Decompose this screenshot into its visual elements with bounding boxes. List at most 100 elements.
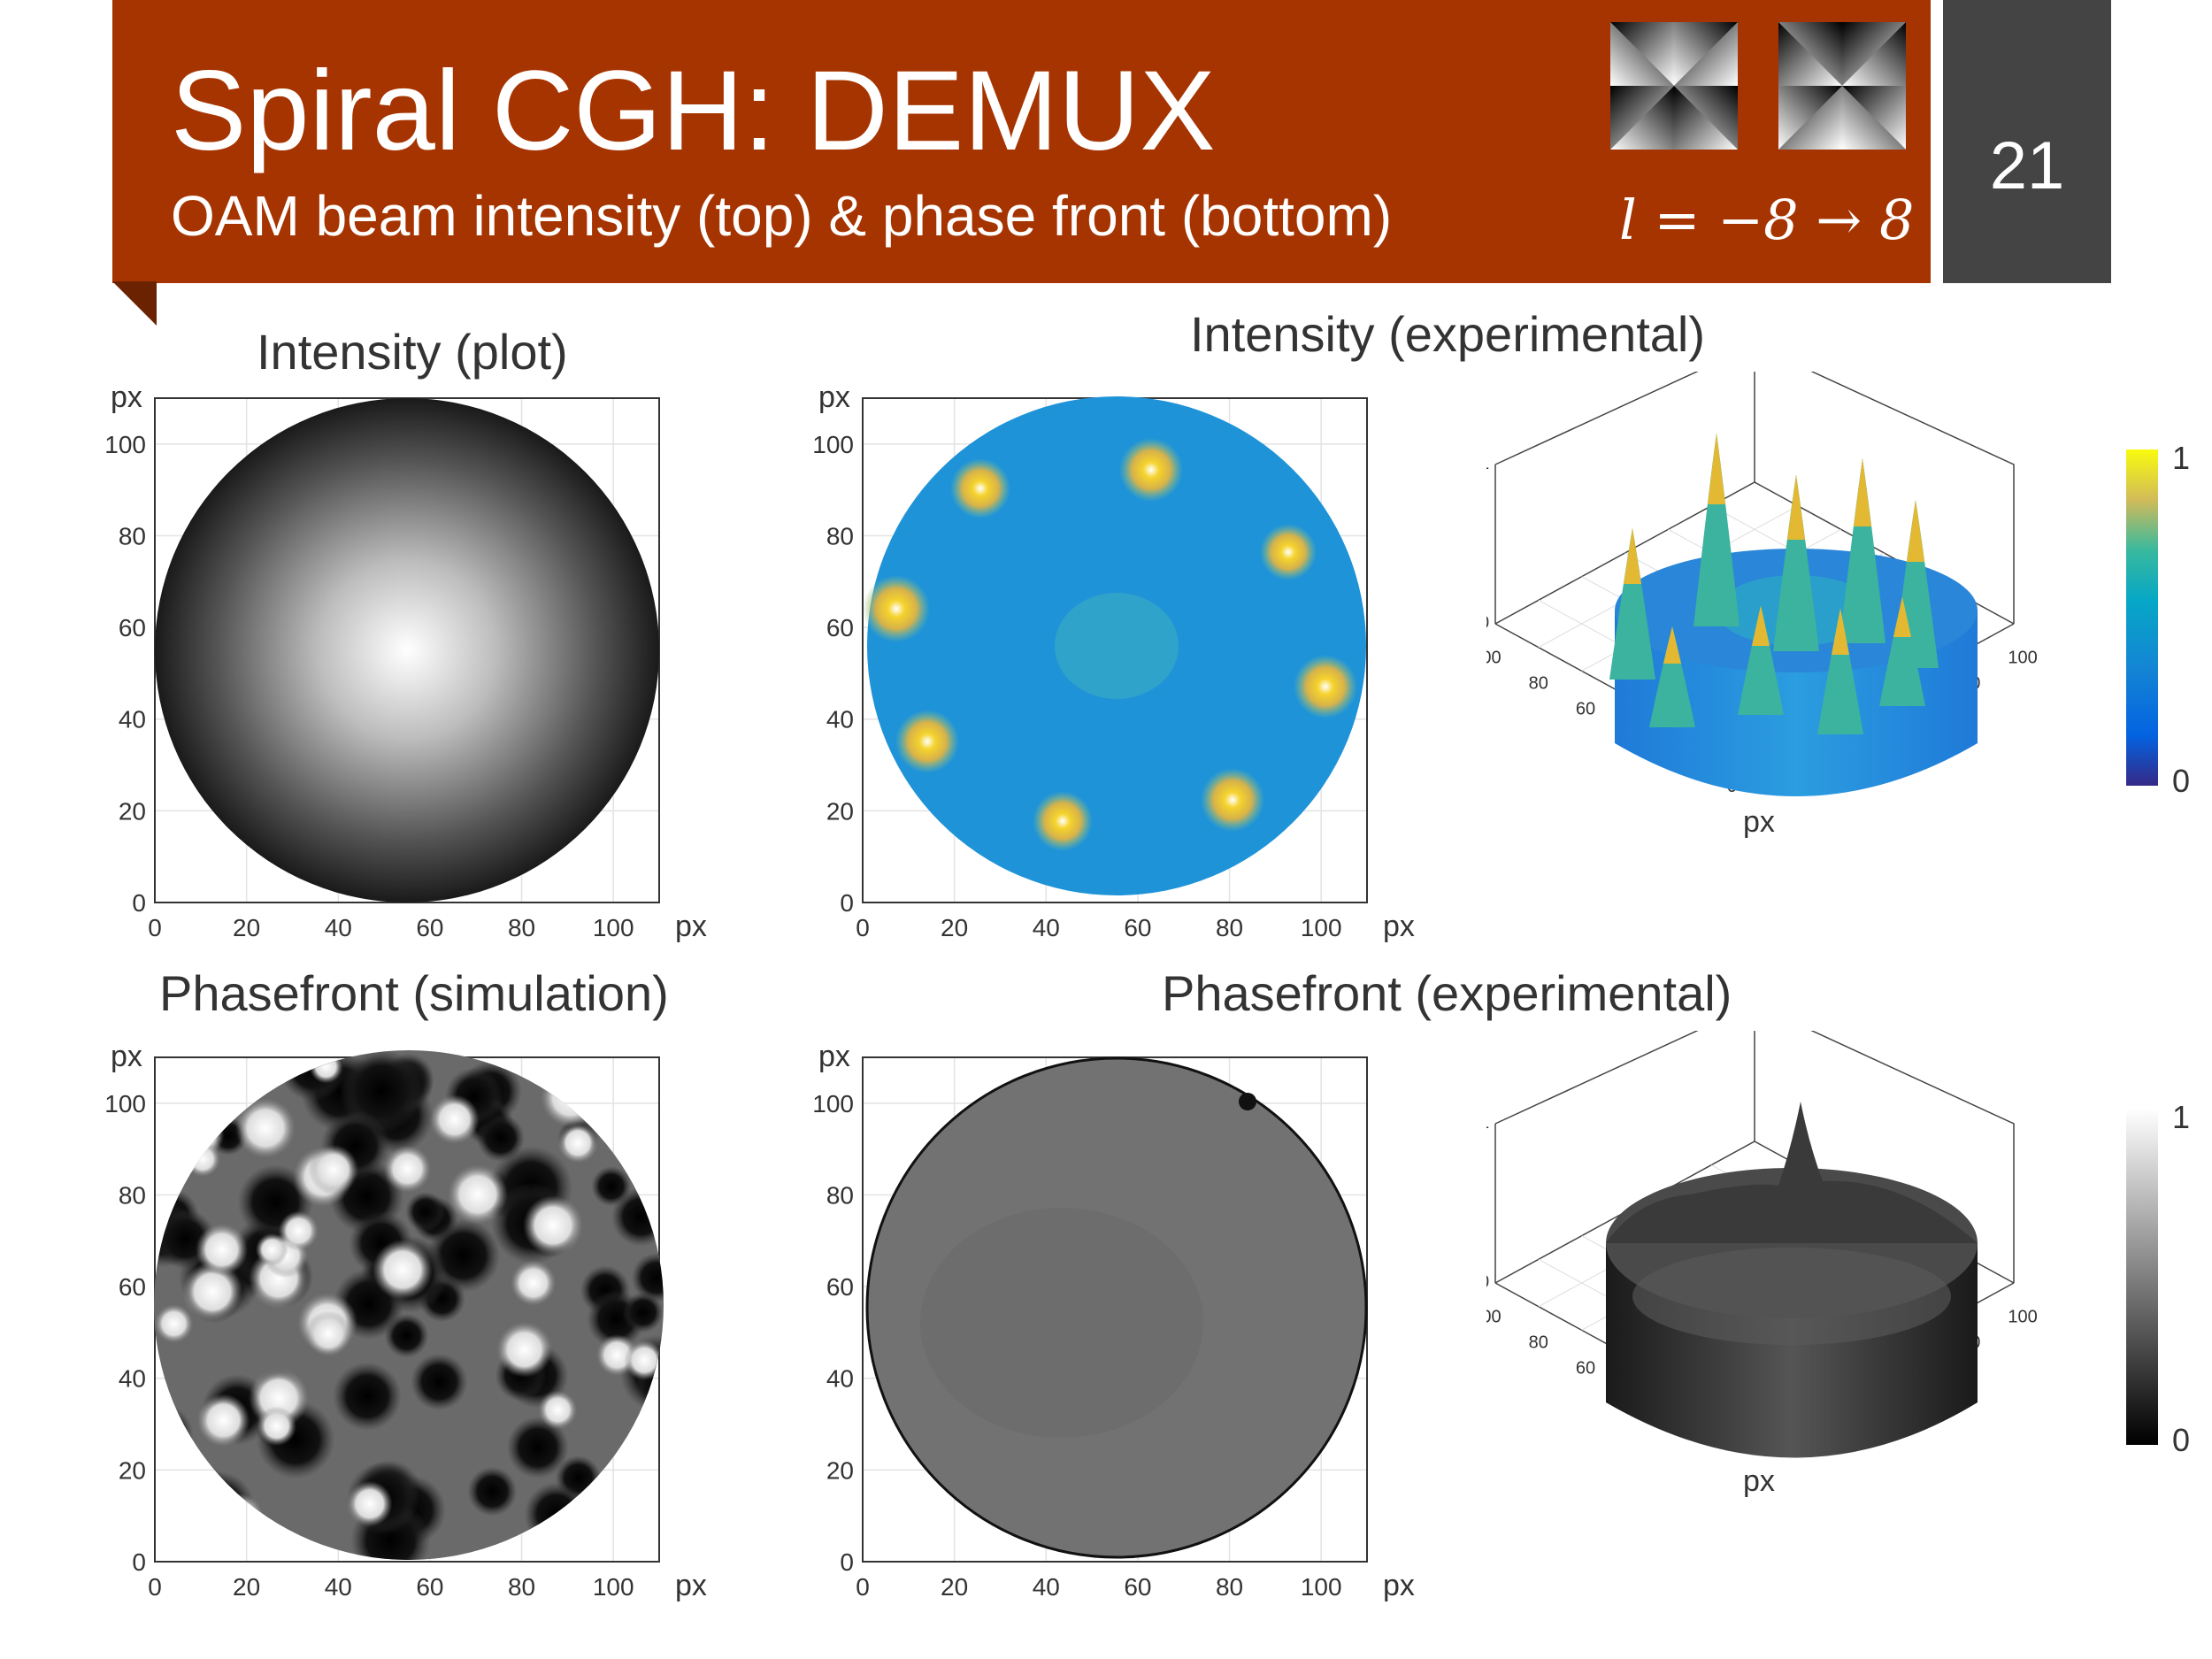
intensity-experimental-axes: 00 20 20 40 40 60 60 80 80 100 100 px px xyxy=(812,380,1415,943)
x-tick-label: 40 xyxy=(325,1573,352,1601)
y-tick-label: 80 xyxy=(826,1181,854,1209)
phasefront-experimental-axes: 00 20 20 40 40 60 60 80 80 100 100 px px xyxy=(812,1040,1415,1602)
x3d-tick-label: 60 xyxy=(1576,1359,1595,1379)
y-tick-label: 60 xyxy=(119,1273,146,1301)
phasefront-experimental-title: Phasefront (experimental) xyxy=(1162,965,1732,1021)
colorbar-min-label: 0 xyxy=(2172,1422,2190,1458)
x-tick-label: 20 xyxy=(233,1573,260,1601)
intensity-plot-title: Intensity (plot) xyxy=(257,324,568,380)
y-tick-label: 100 xyxy=(812,431,854,458)
y-tick-label: 100 xyxy=(812,1090,854,1118)
x-tick-label: 20 xyxy=(233,914,260,941)
phasefront-simulation-title: Phasefront (simulation) xyxy=(159,965,669,1021)
z-tick-label: 0 xyxy=(1486,613,1489,633)
banner-fold xyxy=(112,281,157,326)
intensity-plot-axes: 00 20 20 40 40 60 60 80 80 100 100 px px xyxy=(104,380,707,943)
x-tick-label: 40 xyxy=(325,914,352,941)
y-tick-label: 60 xyxy=(826,614,854,641)
intensity-colorbar: 1 0 xyxy=(2126,440,2190,799)
x3d-tick-label: 80 xyxy=(1529,674,1548,694)
colorbar-max-label: 1 xyxy=(2172,440,2190,476)
x3d-tick-label: 100 xyxy=(1486,649,1502,668)
x-tick-label: 60 xyxy=(416,1573,443,1601)
x-tick-label: 100 xyxy=(1301,914,1342,941)
slide-number: 21 xyxy=(1989,128,2065,204)
y-tick-label: 20 xyxy=(119,1456,146,1484)
x-axis-unit: px xyxy=(675,1569,707,1602)
y-tick-label: 100 xyxy=(104,1090,146,1118)
phase-colorbar: 1 0 xyxy=(2126,1099,2190,1458)
colorbar-min-label: 0 xyxy=(2172,763,2190,799)
y-tick-label: 80 xyxy=(826,522,854,549)
y-axis-unit: px xyxy=(818,380,850,414)
y-tick-label: 80 xyxy=(119,1181,146,1209)
z-tick-label: 0 xyxy=(1486,1272,1489,1292)
phasefront-simulation-axes: 00 20 20 40 40 60 60 80 80 100 100 px px xyxy=(104,1040,707,1602)
x3d-tick-label: 80 xyxy=(1529,1333,1548,1353)
x-axis-unit: px xyxy=(675,910,707,943)
x-tick-label: 80 xyxy=(1216,914,1243,941)
x-tick-label: 0 xyxy=(856,1573,870,1601)
y-tick-label: 0 xyxy=(840,889,854,917)
axis-unit: px xyxy=(1743,805,1775,839)
y3d-tick-label: 100 xyxy=(2008,1308,2037,1327)
y-tick-label: 80 xyxy=(119,522,146,549)
slide-title: Spiral CGH: DEMUX xyxy=(171,48,1216,174)
oam-range-formula: l = −8 → 8 xyxy=(1619,188,1915,252)
spiral-phase-mask-icon xyxy=(1610,22,1738,150)
y-tick-label: 40 xyxy=(826,706,854,733)
title-banner xyxy=(112,0,1931,283)
spiral-phase-mask-icon xyxy=(1778,22,1906,150)
x-tick-label: 0 xyxy=(856,914,870,941)
y-tick-label: 100 xyxy=(104,431,146,458)
x-tick-label: 100 xyxy=(1301,1573,1342,1601)
y-axis-unit: px xyxy=(818,1040,850,1073)
x-tick-label: 100 xyxy=(593,1573,634,1601)
x-tick-label: 80 xyxy=(508,914,535,941)
z-tick-label: 1 xyxy=(1486,1113,1489,1133)
x-tick-label: 0 xyxy=(148,1573,162,1601)
x-tick-label: 60 xyxy=(1124,1573,1151,1601)
x-tick-label: 20 xyxy=(941,914,968,941)
y-tick-label: 40 xyxy=(826,1365,854,1393)
intensity-plot-beam xyxy=(155,398,659,902)
y-tick-label: 60 xyxy=(826,1273,854,1301)
x-tick-label: 40 xyxy=(1033,1573,1060,1601)
intensity-3d-surface: 00202040406060808010010001px xyxy=(1486,372,2038,839)
y-tick-label: 20 xyxy=(826,1456,854,1484)
axis-unit: px xyxy=(1743,1464,1775,1498)
phasefront-simulation-image xyxy=(154,1050,664,1560)
slide-number-box: 21 xyxy=(1943,0,2111,283)
y-tick-label: 20 xyxy=(119,797,146,825)
intensity-3d-surface-body xyxy=(1609,433,1978,796)
x-tick-label: 40 xyxy=(1033,914,1060,941)
x3d-tick-label: 100 xyxy=(1486,1308,1502,1327)
x-tick-label: 100 xyxy=(593,914,634,941)
x-tick-label: 80 xyxy=(508,1573,535,1601)
x-tick-label: 60 xyxy=(416,914,443,941)
slide-subtitle: OAM beam intensity (top) & phase front (… xyxy=(171,184,1393,248)
y-tick-label: 0 xyxy=(132,1548,146,1576)
x-axis-unit: px xyxy=(1383,910,1415,943)
intensity-experimental-title: Intensity (experimental) xyxy=(1190,306,1706,362)
y-tick-label: 20 xyxy=(826,797,854,825)
x-tick-label: 20 xyxy=(941,1573,968,1601)
y-tick-label: 0 xyxy=(132,889,146,917)
phasefront-3d-surface-body xyxy=(1606,1102,1978,1458)
x-axis-unit: px xyxy=(1383,1569,1415,1602)
x-tick-label: 60 xyxy=(1124,914,1151,941)
y-tick-label: 60 xyxy=(119,614,146,641)
z-tick-label: 1 xyxy=(1486,454,1489,473)
x-tick-label: 0 xyxy=(148,914,162,941)
y-tick-label: 40 xyxy=(119,1365,146,1393)
colorbar-max-label: 1 xyxy=(2172,1099,2190,1135)
y-axis-unit: px xyxy=(111,380,142,414)
intensity-hotspots xyxy=(863,438,1357,851)
x3d-tick-label: 60 xyxy=(1576,700,1595,719)
y3d-tick-label: 100 xyxy=(2008,649,2037,668)
x-tick-label: 80 xyxy=(1216,1573,1243,1601)
y-tick-label: 0 xyxy=(840,1548,854,1576)
y-axis-unit: px xyxy=(111,1040,142,1073)
phasefront-3d-surface: 00202040406060808010010001px xyxy=(1486,1031,2038,1498)
y-tick-label: 40 xyxy=(119,706,146,733)
